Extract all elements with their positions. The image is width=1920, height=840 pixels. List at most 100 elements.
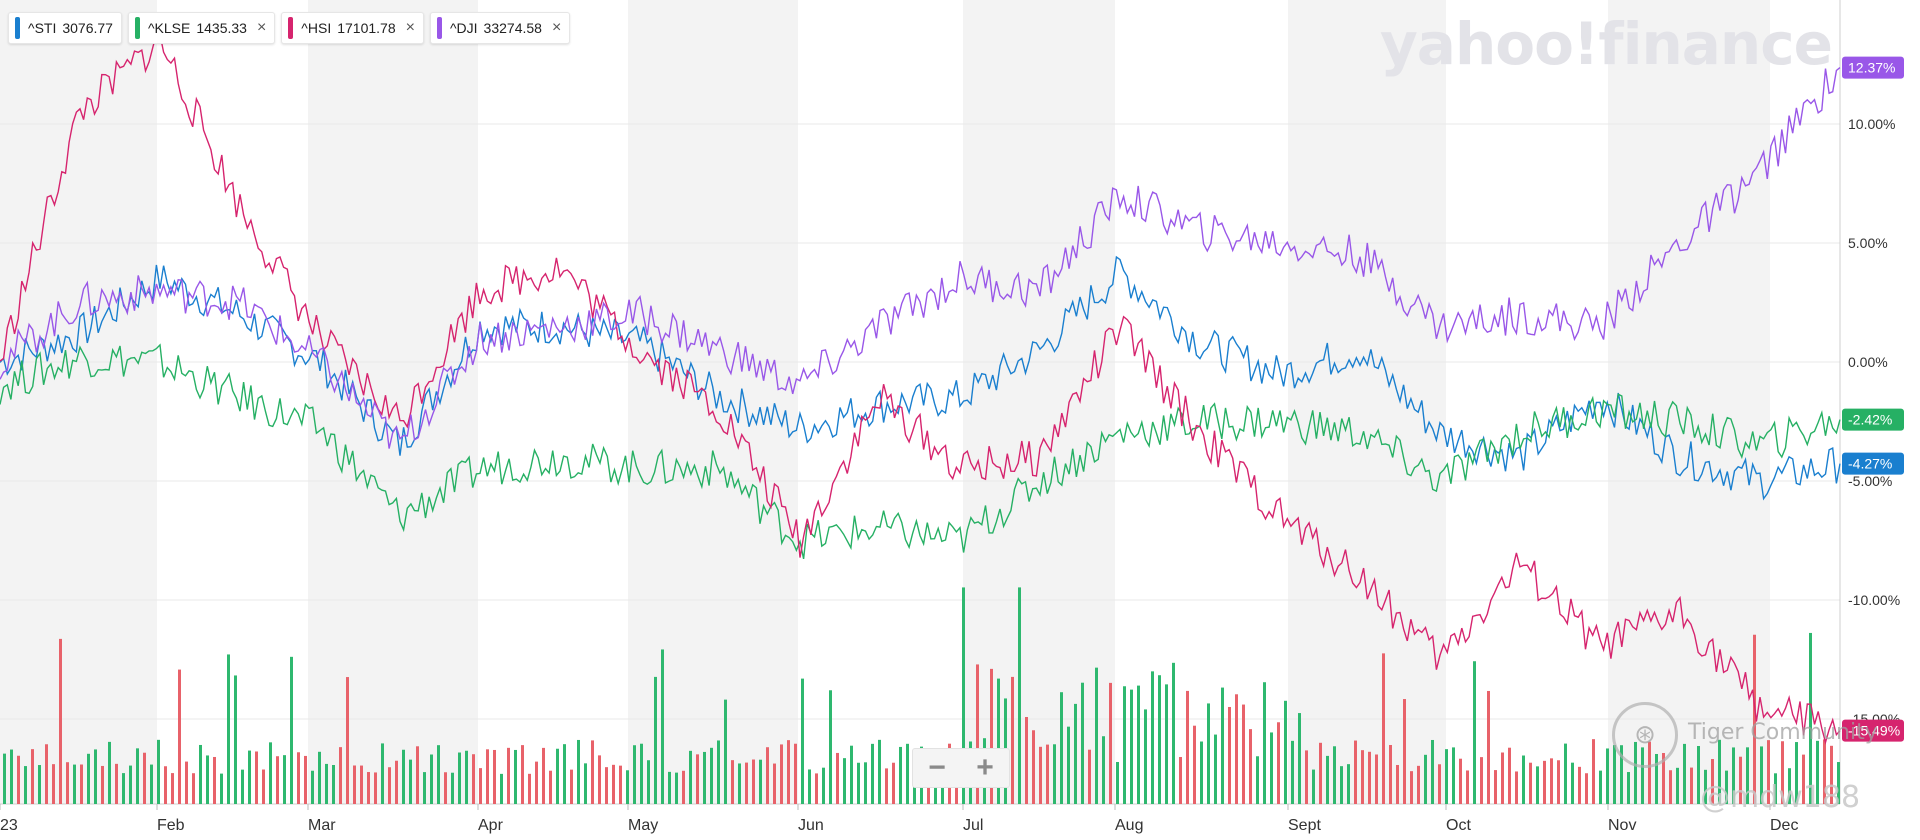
volume-bar: [94, 749, 97, 804]
volume-bar: [31, 749, 34, 804]
volume-bar: [143, 752, 146, 804]
x-tick-label: Sept: [1288, 817, 1321, 834]
volume-bar: [675, 772, 678, 804]
volume-bar: [1501, 752, 1504, 804]
volume-bar: [1648, 741, 1651, 804]
month-band: [0, 0, 157, 804]
volume-bar: [857, 762, 860, 804]
volume-bar: [1487, 690, 1490, 804]
volume-bar: [318, 751, 321, 804]
volume-bar: [1445, 749, 1448, 804]
volume-bar: [444, 772, 447, 804]
volume-bar: [1291, 740, 1294, 804]
legend-symbol: ^STI: [28, 20, 57, 36]
volume-bar: [885, 768, 888, 804]
zoom-out-button[interactable]: −: [928, 751, 946, 784]
zoom-in-button[interactable]: +: [976, 751, 994, 784]
y-tick-label: 5.00%: [1848, 235, 1888, 251]
volume-bar: [1340, 766, 1343, 804]
month-band: [1288, 0, 1446, 804]
volume-bar: [1193, 725, 1196, 804]
volume-bar: [717, 740, 720, 804]
legend-chip-hsi[interactable]: ^HSI 17101.78 ×: [281, 12, 424, 44]
close-icon[interactable]: ×: [551, 19, 562, 36]
volume-bar: [1830, 745, 1833, 804]
volume-bar: [1725, 770, 1728, 804]
volume-bar: [682, 770, 685, 804]
volume-bar: [1823, 739, 1826, 804]
volume-bar: [1473, 661, 1476, 804]
series-line-klse: [0, 343, 1841, 560]
volume-bar: [1753, 634, 1756, 804]
legend-chip-dji[interactable]: ^DJI 33274.58 ×: [429, 12, 571, 44]
volume-bar: [1410, 771, 1413, 804]
volume-bar: [1697, 745, 1700, 804]
legend-chip-klse[interactable]: ^KLSE 1435.33 ×: [127, 12, 276, 44]
close-icon[interactable]: ×: [405, 19, 415, 36]
volume-bar: [1235, 694, 1238, 804]
volume-bar: [906, 743, 909, 804]
volume-bar: [451, 772, 454, 804]
volume-bar: [486, 749, 489, 804]
volume-bar: [1683, 743, 1686, 804]
volume-bar: [1662, 752, 1665, 804]
volume-bar: [374, 772, 377, 804]
volume-bar: [1263, 682, 1266, 804]
volume-bar: [1417, 765, 1420, 804]
volume-bar: [871, 743, 874, 804]
volume-bar: [311, 770, 314, 804]
volume-bar: [1046, 744, 1049, 804]
volume-bar: [1088, 749, 1091, 804]
volume-bar: [234, 675, 237, 804]
zoom-controls: − +: [912, 748, 1010, 788]
volume-bar: [1109, 682, 1112, 804]
volume-bar: [794, 743, 797, 804]
volume-bar: [605, 767, 608, 804]
volume-bar: [1375, 754, 1378, 804]
volume-bar: [1221, 687, 1224, 804]
volume-bar: [402, 749, 405, 804]
volume-bar: [1011, 676, 1014, 804]
volume-bar: [3, 753, 6, 804]
volume-bar: [1137, 685, 1140, 804]
y-tick-label: 10.00%: [1848, 116, 1895, 132]
volume-bar: [1515, 771, 1518, 804]
volume-bar: [549, 770, 552, 804]
volume-bar: [1746, 747, 1749, 804]
end-value-label: -15.49%: [1848, 723, 1900, 739]
end-value-badge: [1842, 452, 1904, 475]
volume-bar: [1312, 769, 1315, 804]
volume-bar: [1480, 757, 1483, 804]
volume-bar: [87, 753, 90, 804]
volume-bar: [703, 751, 706, 804]
volume-bar: [1214, 734, 1217, 804]
close-icon[interactable]: ×: [256, 19, 267, 36]
volume-bar: [122, 773, 125, 804]
volume-bar: [829, 690, 832, 804]
volume-bar: [276, 756, 279, 804]
volume-bar: [1060, 692, 1063, 804]
volume-bar: [157, 739, 160, 804]
volume-bar: [1592, 739, 1595, 804]
volume-bar: [1396, 764, 1399, 804]
volume-bar: [269, 742, 272, 804]
volume-bar: [367, 772, 370, 804]
watermark-community: Tiger Community: [1688, 720, 1878, 745]
end-value-badge: [1842, 719, 1904, 742]
volume-bar: [934, 773, 937, 804]
volume-bar: [1228, 706, 1231, 804]
legend-chip-sti[interactable]: ^STI 3076.77: [8, 12, 122, 44]
x-tick-label: Jun: [798, 817, 824, 834]
volume-bar: [780, 744, 783, 804]
volume-bar: [1508, 747, 1511, 804]
volume-bar: [878, 739, 881, 804]
volume-bar: [1774, 773, 1777, 804]
x-tick-label: Dec: [1770, 817, 1798, 834]
volume-bar: [171, 773, 174, 804]
volume-bar: [1270, 732, 1273, 804]
volume-bar: [689, 750, 692, 804]
x-tick-label: Jul: [963, 817, 983, 834]
volume-bar: [626, 770, 629, 804]
volume-bar: [479, 768, 482, 804]
volume-bar: [1242, 704, 1245, 804]
